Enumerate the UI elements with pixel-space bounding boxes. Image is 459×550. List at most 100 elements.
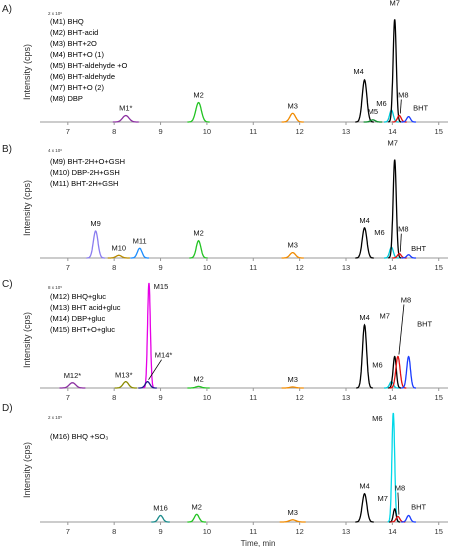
peak-trace bbox=[401, 254, 416, 259]
peak-trace bbox=[138, 381, 157, 389]
panel-c-x-ticks: 7 8 9 10 11 12 13 14 15 bbox=[66, 388, 443, 402]
panel-d-scale-label: 2 x 10⁵ bbox=[48, 415, 62, 420]
x-tick-label: 12 bbox=[295, 527, 303, 536]
peak-label: M4 bbox=[353, 67, 363, 76]
peak-trace bbox=[189, 239, 208, 259]
legend-entry: (M6) BHT-aldehyde bbox=[50, 72, 115, 81]
panel-c-traces: M12* M13* M15 M14* M2 M3 M4 M6 M7 M8 BHT bbox=[59, 282, 433, 389]
peak-label: M3 bbox=[287, 508, 297, 517]
peak-trace bbox=[187, 101, 210, 123]
peak-label: M3 bbox=[287, 241, 297, 250]
x-tick-label: 10 bbox=[203, 527, 211, 536]
x-tick-label: 14 bbox=[388, 263, 396, 272]
x-tick-label: 13 bbox=[342, 263, 350, 272]
x-tick-label: 9 bbox=[158, 127, 162, 136]
peak-trace bbox=[114, 381, 137, 389]
x-tick-label: 13 bbox=[342, 527, 350, 536]
x-tick-label: 7 bbox=[66, 127, 70, 136]
peak-trace bbox=[151, 514, 170, 523]
peak-label: M2 bbox=[193, 91, 203, 100]
peak-label: M6 bbox=[376, 99, 386, 108]
peak-arrow bbox=[148, 359, 162, 380]
panel-d-y-axis-label: Intensity (cps) bbox=[22, 442, 32, 498]
x-tick-label: 8 bbox=[112, 393, 116, 402]
x-tick-label: 10 bbox=[203, 393, 211, 402]
x-tick-label: 10 bbox=[203, 263, 211, 272]
x-tick-label: 8 bbox=[112, 127, 116, 136]
peak-arrow bbox=[399, 233, 402, 252]
x-tick-label: 9 bbox=[158, 263, 162, 272]
legend-entry: (M11) BHT-2H+GSH bbox=[50, 179, 118, 188]
peak-trace bbox=[355, 492, 374, 523]
peak-label: M4 bbox=[359, 482, 369, 491]
x-tick-label: 8 bbox=[112, 527, 116, 536]
legend-entry: (M10) DBP-2H+GSH bbox=[50, 168, 120, 177]
peak-label: M8 bbox=[398, 225, 408, 234]
x-tick-label: 14 bbox=[388, 127, 396, 136]
panel-a-y-axis-label: Intensity (cps) bbox=[22, 44, 32, 100]
peak-trace bbox=[281, 112, 304, 123]
peak-label: M9 bbox=[90, 219, 100, 228]
peak-label: M6 bbox=[372, 414, 382, 423]
peak-label: M14* bbox=[155, 351, 173, 360]
panel-c-label: C) bbox=[2, 279, 13, 290]
x-tick-label: 11 bbox=[249, 127, 257, 136]
peak-label: M7 bbox=[389, 0, 399, 7]
panel-c-legend: (M12) BHQ+gluc (M13) BHT acid+gluc (M14)… bbox=[50, 292, 121, 334]
legend-entry: (M2) BHT-acid bbox=[50, 28, 98, 37]
peak-label: M8 bbox=[395, 484, 405, 493]
peak-trace bbox=[279, 519, 306, 523]
peak-label: BHT bbox=[411, 502, 426, 511]
legend-entry: (M8) DBP bbox=[50, 94, 83, 103]
peak-arrow bbox=[398, 304, 405, 355]
panel-a: A) 2 x 10⁶ Intensity (cps) (M1) BHQ (M2)… bbox=[2, 0, 448, 136]
peak-label: BHT bbox=[413, 104, 428, 113]
legend-entry: (M16) BHQ +SO₃ bbox=[50, 432, 108, 441]
legend-entry: (M13) BHT acid+gluc bbox=[50, 303, 121, 312]
panel-d-label: D) bbox=[2, 403, 13, 414]
x-tick-label: 14 bbox=[388, 393, 396, 402]
peak-label: M7 bbox=[379, 312, 389, 321]
peak-trace bbox=[187, 385, 210, 389]
peak-trace bbox=[281, 251, 304, 259]
peak-arrow bbox=[397, 492, 400, 515]
peak-label: M15 bbox=[154, 282, 169, 291]
peak-label: M5 bbox=[368, 107, 378, 116]
peak-trace bbox=[387, 412, 400, 523]
x-tick-label: 7 bbox=[66, 263, 70, 272]
panel-a-legend: (M1) BHQ (M2) BHT-acid (M3) BHT+2O (M4) … bbox=[50, 17, 127, 103]
peak-label: M7 bbox=[377, 494, 387, 503]
x-tick-label: 12 bbox=[295, 127, 303, 136]
x-tick-label: 10 bbox=[203, 127, 211, 136]
peak-label: M4 bbox=[359, 313, 369, 322]
legend-entry: (M9) BHT-2H+O+GSH bbox=[50, 157, 125, 166]
x-tick-label: 15 bbox=[435, 527, 443, 536]
panel-b-y-axis-label: Intensity (cps) bbox=[22, 180, 32, 236]
peak-label: M1* bbox=[119, 104, 132, 113]
peak-label: M2 bbox=[191, 502, 201, 511]
peak-label: M8 bbox=[401, 296, 411, 305]
peak-trace bbox=[355, 226, 374, 259]
x-tick-label: 8 bbox=[112, 263, 116, 272]
peak-trace bbox=[401, 355, 416, 389]
peak-trace bbox=[356, 323, 373, 389]
peak-label: M12* bbox=[64, 371, 82, 380]
peak-trace bbox=[363, 119, 383, 123]
x-tick-label: 12 bbox=[295, 263, 303, 272]
peak-label: M6 bbox=[374, 228, 384, 237]
peak-trace bbox=[187, 513, 206, 523]
x-tick-label: 11 bbox=[249, 393, 257, 402]
peak-trace bbox=[107, 254, 130, 259]
peak-arrow bbox=[399, 99, 402, 114]
peak-label: M2 bbox=[193, 374, 203, 383]
peak-label: M16 bbox=[153, 503, 168, 512]
panel-a-label: A) bbox=[2, 4, 12, 15]
x-tick-label: 15 bbox=[435, 393, 443, 402]
panel-d-traces: M16 M2 M3 M4 M6 M7 M8 BHT bbox=[151, 412, 427, 523]
peak-label: M7 bbox=[387, 139, 397, 148]
peak-label: BHT bbox=[411, 244, 426, 253]
legend-entry: (M4) BHT+O (1) bbox=[50, 50, 104, 59]
peak-label: M13* bbox=[115, 371, 133, 380]
peak-trace bbox=[130, 247, 149, 259]
